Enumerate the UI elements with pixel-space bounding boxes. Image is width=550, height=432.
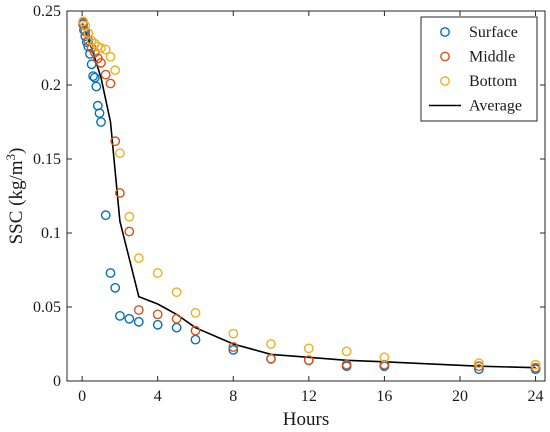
legend: Surface Middle Bottom Average <box>420 16 538 122</box>
x-tick-label: 8 <box>229 388 237 405</box>
x-tick-label: 16 <box>376 388 392 405</box>
data-point-bottom <box>171 287 182 298</box>
legend-label: Middle <box>469 49 515 66</box>
x-axis-label: Hours <box>283 409 329 430</box>
data-point-bottom <box>105 52 116 62</box>
data-point-middle <box>110 136 121 147</box>
data-point-middle <box>100 69 111 80</box>
data-point-surface <box>85 49 95 59</box>
x-tick-label: 12 <box>301 388 317 405</box>
data-point-middle <box>133 305 144 315</box>
plot-frame <box>66 10 546 382</box>
x-tick-label: 0 <box>78 388 86 405</box>
y-axis-label-superscript: 3 <box>3 154 18 161</box>
data-point-surface <box>115 310 125 321</box>
data-point-bottom <box>530 359 541 370</box>
data-point-middle <box>530 362 541 373</box>
data-point-bottom <box>266 339 276 349</box>
y-tick-label: 0.1 <box>41 225 61 242</box>
data-point-bottom <box>96 43 106 53</box>
data-point-bottom <box>473 358 484 369</box>
data-point-middle <box>228 342 239 352</box>
data-point-surface <box>96 117 106 127</box>
data-point-middle <box>105 78 116 89</box>
data-point-surface <box>133 316 144 327</box>
data-point-surface <box>88 71 99 82</box>
legend-label: Surface <box>469 24 518 41</box>
legend-marker-icon <box>440 51 450 62</box>
x-tick-label: 20 <box>452 388 468 405</box>
axis-ticks: 0 4 8 12 16 20 24 0 0.05 0.1 0.15 0.2 0.25 <box>33 3 545 405</box>
data-point-surface <box>94 108 105 119</box>
data-point-bottom <box>303 343 314 354</box>
data-point-bottom <box>341 346 352 357</box>
y-axis-label-suffix: ) <box>6 148 27 154</box>
data-point-bottom <box>124 211 135 222</box>
data-point-middle <box>266 353 276 364</box>
data-point-surface <box>86 59 97 70</box>
legend-marker-icon <box>440 27 450 37</box>
data-point-middle <box>341 359 352 370</box>
data-point-middle <box>473 361 484 372</box>
data-point-surface <box>92 100 103 111</box>
data-point-surface <box>100 210 111 221</box>
data-point-bottom <box>379 352 390 363</box>
data-point-surface <box>124 313 135 324</box>
chart-marks <box>78 16 541 375</box>
data-point-surface <box>105 268 116 278</box>
data-point-bottom <box>190 307 201 318</box>
y-tick-label: 0.2 <box>41 77 61 94</box>
y-tick-label: 0 <box>53 373 61 390</box>
data-point-bottom <box>228 328 239 339</box>
data-point-middle <box>171 313 182 324</box>
data-point-bottom <box>86 35 97 46</box>
data-point-bottom <box>110 65 121 76</box>
data-point-middle <box>303 355 314 366</box>
x-tick-label: 24 <box>528 388 544 405</box>
data-point-middle <box>152 309 163 320</box>
data-point-middle <box>379 359 390 370</box>
y-axis-label-main: SSC (kg/m <box>6 160 27 244</box>
series-line-average <box>81 22 536 369</box>
y-tick-label: 0.05 <box>33 299 61 316</box>
data-point-surface <box>89 72 100 83</box>
data-point-bottom <box>133 253 144 264</box>
y-axis-label: SSC (kg/m3) <box>3 148 28 245</box>
x-tick-label: 4 <box>154 388 162 405</box>
data-point-surface <box>228 344 239 355</box>
data-point-middle <box>124 226 135 237</box>
data-point-bottom <box>115 148 125 159</box>
data-point-middle <box>115 188 125 198</box>
data-point-surface <box>152 319 163 330</box>
legend-marker-icon <box>440 76 450 86</box>
legend-label: Average <box>469 98 522 115</box>
y-tick-label: 0.25 <box>33 3 61 20</box>
data-point-surface <box>473 364 484 375</box>
data-point-bottom <box>152 268 163 278</box>
y-tick-label: 0.15 <box>33 151 61 168</box>
data-point-middle <box>190 325 201 336</box>
data-point-middle <box>96 57 106 68</box>
data-point-surface <box>91 81 102 92</box>
data-point-surface <box>110 282 121 293</box>
legend-box <box>420 16 538 122</box>
data-point-bottom <box>100 44 111 55</box>
legend-label: Bottom <box>469 73 518 90</box>
